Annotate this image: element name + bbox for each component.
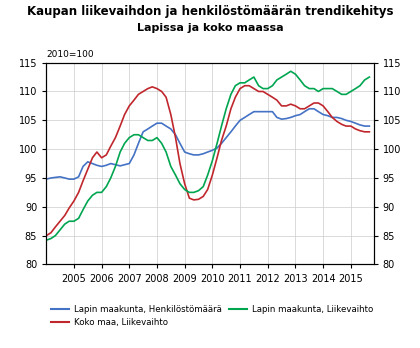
Text: Lapissa ja koko maassa: Lapissa ja koko maassa [136,23,284,33]
Legend: Lapin maakunta, Henkilöstömäärä, Koko maa, Liikevaihto, Lapin maakunta, Liikevai: Lapin maakunta, Henkilöstömäärä, Koko ma… [50,305,373,327]
Text: Kaupan liikevaihdon ja henkilöstömäärän trendikehitys: Kaupan liikevaihdon ja henkilöstömäärän … [27,5,393,18]
Text: 2010=100: 2010=100 [46,50,94,58]
